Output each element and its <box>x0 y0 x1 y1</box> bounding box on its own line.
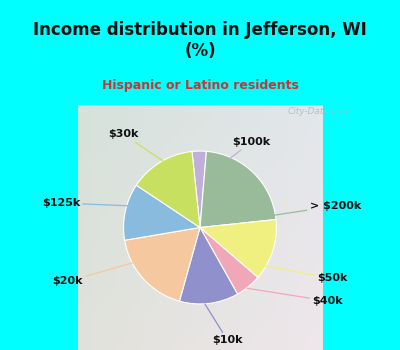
Wedge shape <box>180 228 238 304</box>
Wedge shape <box>136 152 200 228</box>
Text: $20k: $20k <box>52 262 136 286</box>
Text: $50k: $50k <box>261 265 348 284</box>
Wedge shape <box>200 219 276 278</box>
Text: $125k: $125k <box>42 198 132 208</box>
Wedge shape <box>200 151 276 228</box>
Wedge shape <box>200 228 258 294</box>
Wedge shape <box>124 185 200 240</box>
Wedge shape <box>125 228 200 301</box>
Text: $100k: $100k <box>230 137 270 159</box>
Text: $40k: $40k <box>247 288 343 306</box>
Text: $10k: $10k <box>205 304 243 345</box>
Text: Hispanic or Latino residents: Hispanic or Latino residents <box>102 79 298 92</box>
Text: $30k: $30k <box>108 130 163 161</box>
Text: > $200k: > $200k <box>270 201 361 216</box>
Wedge shape <box>192 151 206 228</box>
Text: City-Data.com: City-Data.com <box>288 107 352 116</box>
Text: Income distribution in Jefferson, WI
(%): Income distribution in Jefferson, WI (%) <box>33 21 367 60</box>
